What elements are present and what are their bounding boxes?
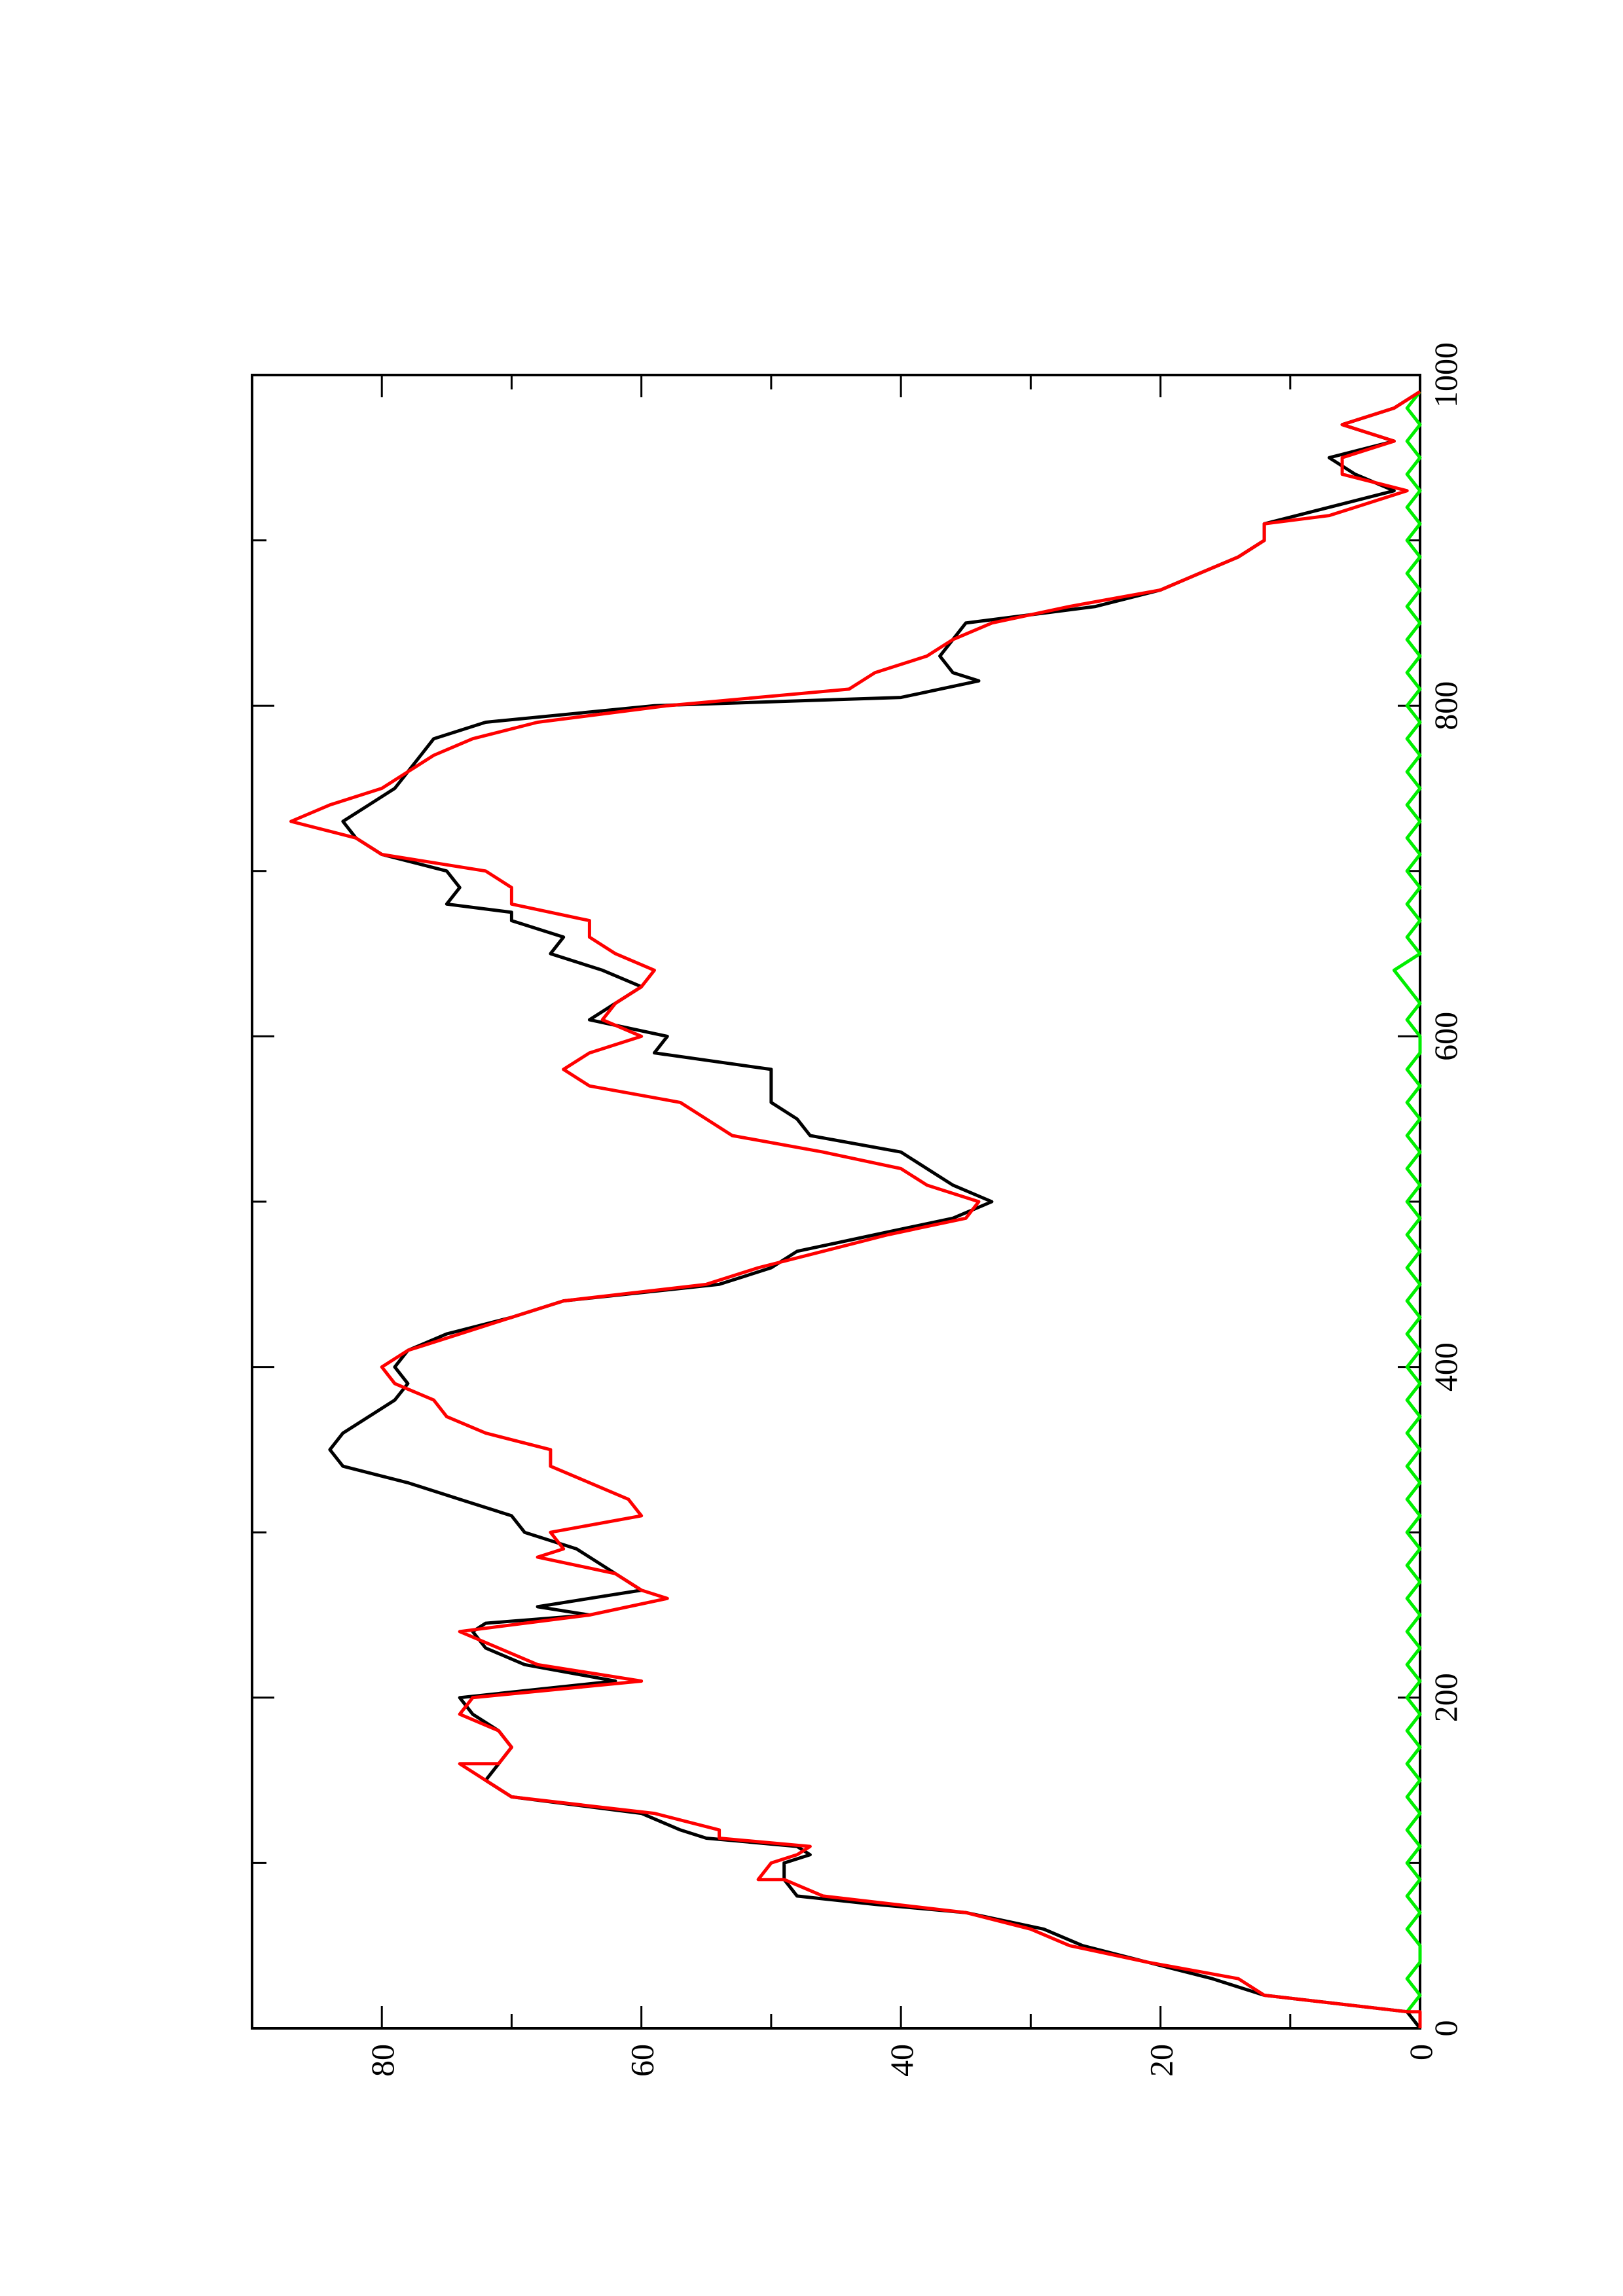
series-line (328, 390, 1421, 2030)
x-tick-label: 200 (1427, 1673, 1464, 1722)
axis-ticks (252, 374, 1421, 2030)
plot-frame (251, 374, 1421, 2030)
plot-series (289, 390, 1422, 2030)
x-tick-label: 800 (1427, 681, 1464, 730)
y-tick-label: 40 (883, 2044, 920, 2077)
x-tick-label: 1000 (1427, 342, 1464, 408)
series-line (289, 390, 1422, 2028)
x-tick-label: 600 (1427, 1012, 1464, 1061)
x-tick-label: 0 (1427, 2020, 1464, 2037)
y-tick-label: 20 (1143, 2044, 1180, 2077)
axis-tick-labels: 0 200 400 600 800 1000 0 20 40 60 80 (364, 342, 1464, 2077)
y-tick-label: 80 (364, 2044, 401, 2077)
y-tick-label: 60 (624, 2044, 661, 2077)
y-tick-label: 0 (1402, 2044, 1439, 2060)
x-tick-label: 400 (1427, 1342, 1464, 1391)
series-line (1392, 390, 1422, 2030)
